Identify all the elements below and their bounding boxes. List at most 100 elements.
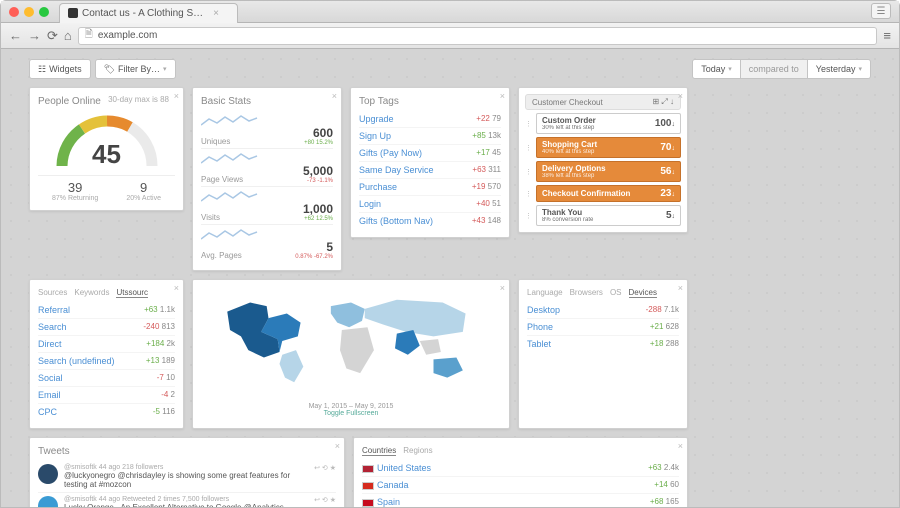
list-item[interactable]: Login+40 51	[359, 196, 501, 213]
list-item[interactable]: Sign Up+85 13k	[359, 128, 501, 145]
url-input[interactable]: 🗎example.com	[78, 27, 878, 45]
dashboard-toolbar: ☷ Widgets 🏷 Filter By…▾ Today▾ compared …	[29, 59, 871, 79]
flag-icon	[362, 482, 374, 490]
tab[interactable]: Language	[527, 288, 563, 298]
list-item[interactable]: CPC-5 116	[38, 404, 175, 420]
reload-icon[interactable]: ⟳	[47, 28, 58, 44]
avatar	[38, 496, 58, 507]
tab[interactable]: Devices	[629, 288, 657, 298]
tab[interactable]: Keywords	[74, 288, 109, 298]
funnel-step[interactable]: ⋮Delivery Options38% left at this step56…	[525, 161, 681, 182]
close-icon[interactable]: ×	[335, 441, 340, 451]
sparkline	[201, 227, 261, 245]
list-item[interactable]: Gifts (Pay Now)+17 45	[359, 145, 501, 162]
widgets-button[interactable]: ☷ Widgets	[29, 59, 91, 79]
stat-row: Avg. Pages50.87% -67.2%	[201, 225, 333, 262]
funnel-step[interactable]: ⋮Shopping Cart40% left at this step70↓	[525, 137, 681, 158]
funnel-step[interactable]: ⋮Checkout Confirmation23↓	[525, 185, 681, 202]
world-map[interactable]	[199, 286, 503, 396]
sources-tabs[interactable]: Sources Keywords Utssourc	[38, 288, 175, 298]
top-tags-card: × Top Tags Upgrade+22 79Sign Up+85 13kGi…	[350, 87, 510, 238]
funnel-step[interactable]: ⋮Thank You8% conversion rate5↓	[525, 205, 681, 226]
list-item[interactable]: Email-4 2	[38, 387, 175, 404]
countries-card: × Countries Regions United States+63 2.4k…	[353, 437, 688, 507]
close-icon[interactable]: ×	[174, 91, 179, 101]
date-range: Today▾ compared to Yesterday▾	[692, 59, 871, 79]
close-icon[interactable]: ×	[174, 283, 179, 293]
forward-icon[interactable]: →	[28, 28, 41, 43]
stat-row: Uniques600+80 15.2%	[201, 111, 333, 149]
basic-stats-card: × Basic Stats Uniques600+80 15.2%Page Vi…	[192, 87, 342, 271]
list-item[interactable]: Tablet+18 288	[527, 336, 679, 352]
list-item[interactable]: Search-240 813	[38, 319, 175, 336]
list-item[interactable]: Upgrade+22 79	[359, 111, 501, 128]
today-button[interactable]: Today▾	[692, 59, 741, 79]
devices-tabs[interactable]: Language Browsers OS Devices	[527, 288, 679, 298]
active-value: 9	[126, 180, 161, 195]
list-item[interactable]: Phone+21 628	[527, 319, 679, 336]
sparkline	[201, 151, 261, 169]
list-item[interactable]: Purchase+19 570	[359, 179, 501, 196]
tab[interactable]: Regions	[403, 446, 432, 456]
yesterday-button[interactable]: Yesterday▾	[808, 59, 871, 79]
close-icon[interactable]: ×	[500, 91, 505, 101]
tab[interactable]: OS	[610, 288, 622, 298]
stat-row: Page Views5,000-73 -1.1%	[201, 149, 333, 187]
avatar	[38, 464, 58, 484]
map-card: × May 1, 2015 – May 9, 2015 Toggle Fulls…	[192, 279, 510, 429]
funnel-header[interactable]: Customer Checkout⊞ ⤢ ↓	[525, 94, 681, 110]
close-icon[interactable]: ×	[213, 8, 219, 19]
list-item[interactable]: Same Day Service+63 311	[359, 162, 501, 179]
devices-card: × Language Browsers OS Devices Desktop-288 …	[518, 279, 688, 429]
tab[interactable]: Sources	[38, 288, 67, 298]
tab[interactable]: Utssourc	[116, 288, 148, 298]
returning-value: 39	[52, 180, 98, 195]
tab[interactable]: Browsers	[570, 288, 603, 298]
countries-tabs[interactable]: Countries Regions	[362, 446, 679, 456]
close-icon[interactable]: ×	[678, 91, 683, 101]
card-badge: 30-day max is 88	[108, 95, 169, 104]
tweet[interactable]: @smisoftk 44 ago 218 followers ↩ ⟲ ★@luc…	[38, 461, 336, 493]
list-item[interactable]: Social-7 10	[38, 370, 175, 387]
sources-card: × Sources Keywords Utssourc Referral+63 1.…	[29, 279, 184, 429]
flag-icon	[362, 499, 374, 507]
traffic-lights[interactable]	[9, 7, 49, 17]
list-item[interactable]: Canada+14 60	[362, 477, 679, 494]
people-online-card: × People Online 30-day max is 88 45 3987…	[29, 87, 184, 211]
tab[interactable]: Countries	[362, 446, 396, 456]
tab-title: Contact us - A Clothing S…	[82, 8, 203, 19]
checkout-card: × Customer Checkout⊞ ⤢ ↓ ⋮Custom Order30…	[518, 87, 688, 233]
sparkline	[201, 113, 261, 131]
funnel-step[interactable]: ⋮Custom Order30% left at this step100↓	[525, 113, 681, 134]
filter-button[interactable]: 🏷 Filter By…▾	[95, 59, 176, 79]
list-item[interactable]: Direct+184 2k	[38, 336, 175, 353]
tweet[interactable]: @smisoftk 44 ago Retweeted 2 times 7,500…	[38, 493, 336, 507]
address-bar: ← → ⟳ ⌂ 🗎example.com ≡	[1, 23, 899, 49]
list-item[interactable]: United States+63 2.4k	[362, 460, 679, 477]
favicon-icon	[68, 8, 78, 18]
menu-icon[interactable]: ≡	[883, 28, 891, 43]
compared-label: compared to	[741, 59, 808, 79]
browser-tab[interactable]: Contact us - A Clothing S… ×	[59, 3, 238, 23]
user-menu-icon[interactable]: ☰	[871, 3, 891, 19]
page-content: ☷ Widgets 🏷 Filter By…▾ Today▾ compared …	[1, 49, 899, 507]
gauge-value: 45	[52, 139, 162, 170]
list-item[interactable]: Desktop-288 7.1k	[527, 302, 679, 319]
sparkline	[201, 189, 261, 207]
stat-row: Visits1,000+62 12.5%	[201, 187, 333, 225]
back-icon[interactable]: ←	[9, 28, 22, 43]
browser-window: Contact us - A Clothing S… × ☰ ← → ⟳ ⌂ 🗎e…	[0, 0, 900, 508]
close-icon[interactable]: ×	[332, 91, 337, 101]
fullscreen-link[interactable]: Toggle Fullscreen	[199, 410, 503, 417]
close-icon[interactable]: ×	[678, 441, 683, 451]
gauge-chart: 45	[52, 111, 162, 171]
close-icon[interactable]: ×	[500, 283, 505, 293]
home-icon[interactable]: ⌂	[64, 28, 72, 43]
flag-icon	[362, 465, 374, 473]
tab-bar: Contact us - A Clothing S… × ☰	[1, 1, 899, 23]
list-item[interactable]: Referral+63 1.1k	[38, 302, 175, 319]
list-item[interactable]: Gifts (Bottom Nav)+43 148	[359, 213, 501, 229]
list-item[interactable]: Search (undefined)+13 189	[38, 353, 175, 370]
close-icon[interactable]: ×	[678, 283, 683, 293]
list-item[interactable]: Spain+68 165	[362, 494, 679, 507]
